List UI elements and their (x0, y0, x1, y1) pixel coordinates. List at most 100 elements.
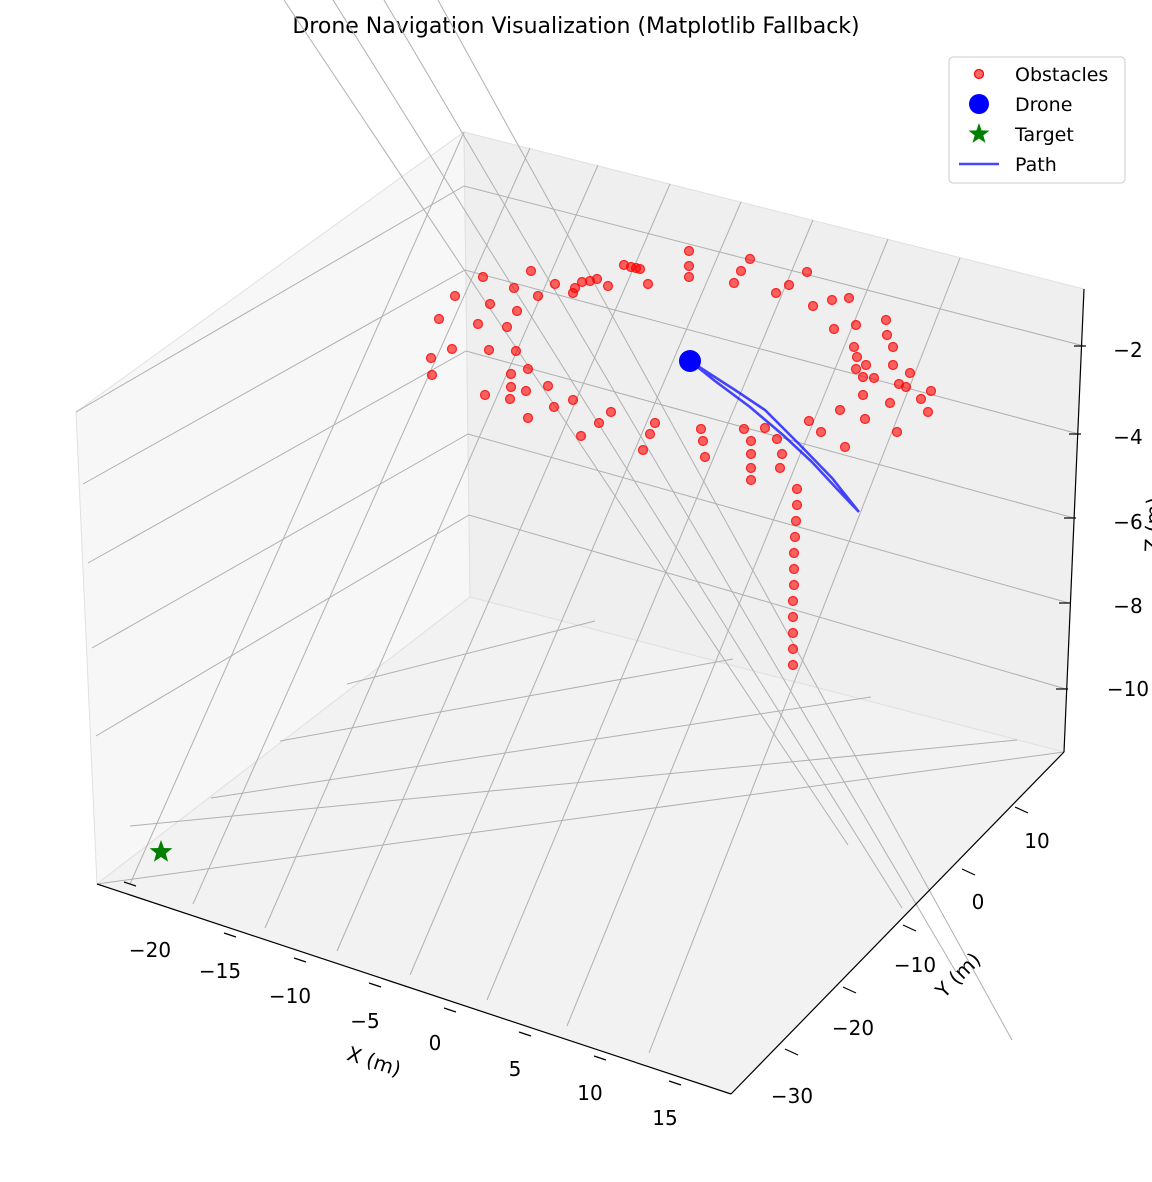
obstacle-point (791, 499, 803, 511)
obstacle-point (649, 417, 661, 429)
x-tick-mark (293, 957, 307, 963)
obstacle-point (484, 298, 496, 310)
obstacle-point (788, 547, 800, 559)
obstacle-point (446, 343, 458, 355)
y-tick-mark (784, 1048, 799, 1056)
obstacle-point (510, 345, 522, 357)
obstacle-point (860, 359, 872, 371)
obstacle-point (881, 329, 893, 341)
grid-x (192, 147, 531, 905)
grid-x (566, 238, 889, 1027)
obstacle-point (815, 426, 827, 438)
obstacle-point (683, 271, 695, 283)
obstacle-point (774, 462, 786, 474)
y-tick-mark (1014, 806, 1029, 814)
obstacle-point (839, 441, 851, 453)
x-axis-title: X (m) (344, 1041, 404, 1081)
obstacle-point (925, 385, 937, 397)
x-tick-mark (668, 1080, 682, 1086)
obstacle-point (807, 300, 819, 312)
obstacle-point (834, 404, 846, 416)
z-tick-label: −6 (1113, 510, 1142, 534)
path-line (689, 359, 861, 513)
grid-y (279, 658, 734, 742)
obstacle-point (789, 531, 801, 543)
grid-y (210, 696, 872, 799)
grid-x (129, 131, 465, 885)
obstacle-point (891, 426, 903, 438)
ticks: −20 −15 −10 −5 0 5 10 15 10 0 −10 −20 −30 −2 −4 −6 −8 −10 (123, 338, 1149, 1130)
obstacle-point (479, 389, 491, 401)
obstacle-point (504, 393, 516, 405)
obstacle-point (848, 341, 860, 353)
target-marker (149, 840, 173, 862)
obstacle-point (520, 385, 532, 397)
x-tick-mark (368, 982, 382, 988)
obstacle-point (887, 341, 899, 353)
obstacle-point (483, 344, 495, 356)
obstacle-point (745, 462, 757, 474)
obstacle-point (788, 579, 800, 591)
obstacle-point (567, 287, 579, 299)
obstacle-point (699, 451, 711, 463)
obstacle-point (593, 417, 605, 429)
z-axis-line (1063, 288, 1085, 753)
obstacle-point (880, 314, 892, 326)
x-tick-label: −20 (129, 938, 171, 962)
legend-label: Obstacles (1015, 64, 1108, 86)
grid-x (332, 0, 903, 909)
grid-z (75, 185, 1085, 413)
obstacle-point (449, 290, 461, 302)
grid-z (91, 433, 1070, 649)
grid-y (346, 620, 596, 685)
obstacle-point (697, 435, 709, 447)
obstacle-point (790, 515, 802, 527)
obstacle-point (828, 323, 840, 335)
obstacle-point (477, 271, 489, 283)
x-tick-label: 0 (429, 1031, 442, 1055)
x-tick-mark (223, 932, 237, 938)
obstacle-point (549, 278, 561, 290)
obstacle-point (783, 279, 795, 291)
axis-lines (96, 288, 1085, 1095)
x-tick-label: 5 (509, 1057, 522, 1081)
x-tick-label: 10 (577, 1081, 602, 1105)
legend-target-marker (968, 123, 990, 143)
obstacle-point (567, 394, 579, 406)
obstacle-point (644, 428, 656, 440)
obstacle-point (826, 294, 838, 306)
obstacle-point (505, 368, 517, 380)
obstacle-point (770, 287, 782, 299)
grid-x (486, 219, 814, 1001)
obstacle-point (843, 292, 855, 304)
z-tick-label: −4 (1113, 425, 1142, 449)
obstacle-point (683, 245, 695, 257)
x-axis-line (96, 883, 732, 1095)
y-axis-line (730, 751, 1065, 1095)
legend-obstacles-marker (973, 68, 985, 80)
obstacle-point (501, 321, 513, 333)
obstacle-point (602, 280, 614, 292)
z-tick-label: −2 (1113, 338, 1142, 362)
y-tick-label: −10 (894, 953, 936, 977)
y-tick-label: 10 (1024, 829, 1049, 853)
chart-title: Drone Navigation Visualization (Matplotl… (292, 14, 859, 39)
obstacle-point (904, 367, 916, 379)
x-tick-label: −15 (199, 959, 241, 983)
z-tick-label: −8 (1113, 594, 1142, 618)
obstacle-point (801, 266, 813, 278)
grid-y (96, 751, 1065, 885)
legend-drone-marker (969, 94, 989, 114)
grid-x (264, 164, 599, 929)
grid-x (283, 0, 849, 846)
obstacle-point (857, 371, 869, 383)
obstacles (425, 245, 937, 671)
obstacle-point (548, 401, 560, 413)
obstacle-point (900, 381, 912, 393)
obstacle-point (425, 352, 437, 364)
y-tick-label: −20 (832, 1016, 874, 1040)
x-tick-label: −5 (350, 1009, 379, 1033)
x-tick-mark (593, 1055, 607, 1061)
legend-label: Path (1015, 154, 1057, 176)
